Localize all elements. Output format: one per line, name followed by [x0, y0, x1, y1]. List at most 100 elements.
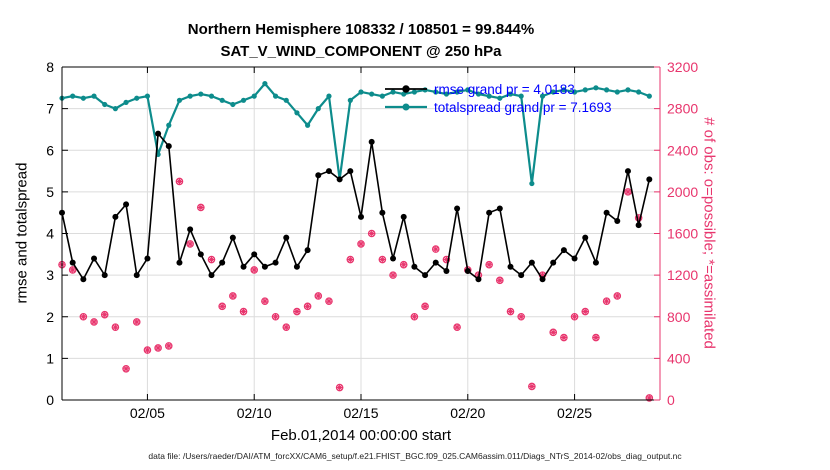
series-totalspread-marker	[593, 85, 599, 91]
y-right-tick-label: 3200	[667, 59, 698, 75]
obs-assimilated-marker	[336, 384, 344, 391]
obs-assimilated-marker	[272, 313, 279, 321]
series-totalspread-marker	[379, 93, 385, 99]
series-rmse-marker	[400, 213, 407, 220]
obs-assimilated-marker	[389, 271, 397, 279]
series-totalspread-marker	[401, 91, 407, 97]
obs-assimilated-marker	[229, 292, 237, 300]
series-totalspread-marker	[518, 93, 524, 99]
series-totalspread-marker	[144, 93, 151, 99]
obs-assimilated-marker	[346, 256, 354, 263]
x-tick-label: 02/05	[130, 405, 165, 421]
series-totalspread-marker	[283, 97, 289, 103]
obs-assimilated-marker	[282, 323, 290, 331]
obs-assimilated-marker	[325, 297, 333, 305]
obs-assimilated-marker	[496, 276, 504, 284]
legend-label-rmse: rmse grand pr = 4.0183	[434, 81, 575, 97]
obs-assimilated-marker	[357, 240, 365, 248]
series-totalspread-marker	[636, 89, 642, 95]
obs-assimilated-marker	[293, 308, 301, 315]
legend: rmse grand pr = 4.0183 totalspread grand…	[383, 80, 612, 116]
series-rmse-marker	[315, 172, 322, 179]
obs-assimilated-marker	[613, 292, 621, 300]
series-rmse-marker	[443, 267, 450, 274]
obs-assimilated-marker	[197, 204, 205, 211]
series-totalspread-marker	[571, 89, 578, 95]
series-totalspread-marker	[272, 93, 279, 99]
series-totalspread-marker	[219, 97, 225, 103]
series-totalspread-marker	[561, 87, 567, 93]
series-totalspread-marker	[80, 95, 86, 101]
obs-assimilated-marker	[69, 266, 77, 274]
y-left-tick-label: 3	[46, 267, 54, 283]
series-totalspread-marker	[497, 95, 503, 101]
obs-assimilated-marker	[507, 308, 514, 315]
series-rmse-marker	[539, 276, 546, 283]
series-totalspread-marker	[369, 91, 375, 97]
series-totalspread-marker	[390, 89, 396, 95]
y-right-tick-label: 1200	[667, 267, 698, 283]
series-rmse-marker	[91, 255, 98, 262]
series-totalspread-marker	[486, 93, 492, 99]
series-totalspread-marker	[475, 91, 482, 97]
x-tick-label: 02/25	[557, 405, 592, 421]
data-file-caption: data file: /Users/raeder/DAI/ATM_forcXX/…	[148, 451, 682, 461]
obs-assimilated-marker	[165, 342, 173, 350]
series-rmse-marker	[603, 209, 610, 216]
obs-assimilated-marker	[122, 365, 130, 373]
y-left-tick-label: 6	[46, 142, 54, 158]
obs-assimilated-marker	[571, 313, 578, 321]
y-right-tick-label: 2800	[667, 101, 698, 117]
series-rmse-marker	[101, 272, 108, 279]
obs-assimilated-marker	[218, 302, 226, 310]
obs-assimilated-marker	[368, 230, 376, 237]
series-rmse-marker	[496, 205, 503, 212]
series-rmse-marker	[69, 259, 76, 266]
series-totalspread-marker	[315, 106, 321, 112]
obs-assimilated-marker	[240, 308, 247, 315]
obs-assimilated-marker	[453, 323, 461, 331]
y-right-tick-label: 800	[667, 309, 691, 325]
series-rmse-marker	[240, 263, 247, 270]
series-totalspread-marker	[539, 93, 546, 99]
obs-assimilated-marker	[133, 318, 141, 326]
legend-item-totalspread: totalspread grand pr = 7.1693	[383, 98, 612, 116]
obs-assimilated-marker	[410, 313, 418, 321]
series-totalspread-marker	[604, 87, 610, 93]
legend-sample-totalspread	[385, 103, 427, 111]
series	[58, 81, 654, 402]
series-totalspread-marker	[625, 87, 631, 93]
obs-assimilated-marker	[485, 261, 493, 269]
series-rmse-marker	[229, 234, 236, 241]
obs-assimilated-marker	[176, 178, 183, 185]
series-rmse-marker	[432, 259, 439, 266]
series-rmse-marker	[560, 247, 567, 254]
series-totalspread-marker	[262, 81, 268, 87]
series-rmse-marker	[550, 259, 557, 266]
series-totalspread-marker	[443, 91, 450, 97]
obs-assimilated-marker	[304, 302, 312, 310]
y-right-tick-label: 400	[667, 350, 691, 366]
legend-marker-rmse	[402, 85, 410, 93]
x-tick-label: 02/15	[343, 405, 378, 421]
y-left-tick-label: 8	[46, 59, 54, 75]
obs-assimilated-marker	[560, 334, 568, 341]
series-totalspread-marker	[208, 93, 215, 99]
series-rmse-marker	[112, 213, 119, 220]
obs-assimilated-marker	[250, 266, 258, 274]
series-rmse-marker	[582, 234, 589, 241]
y-left-tick-label: 7	[46, 101, 54, 117]
series-totalspread-marker	[70, 93, 76, 99]
series-rmse-marker	[293, 263, 300, 270]
series-rmse-marker	[261, 263, 268, 270]
series-rmse-marker	[390, 255, 397, 262]
series-totalspread-marker	[166, 122, 172, 128]
series-rmse-marker	[379, 209, 386, 216]
obs-assimilated-marker	[261, 297, 269, 305]
series-rmse-marker	[411, 263, 418, 270]
series-totalspread-marker	[112, 106, 118, 112]
series-totalspread-marker	[176, 97, 183, 103]
obs-assimilated-marker	[144, 346, 151, 354]
